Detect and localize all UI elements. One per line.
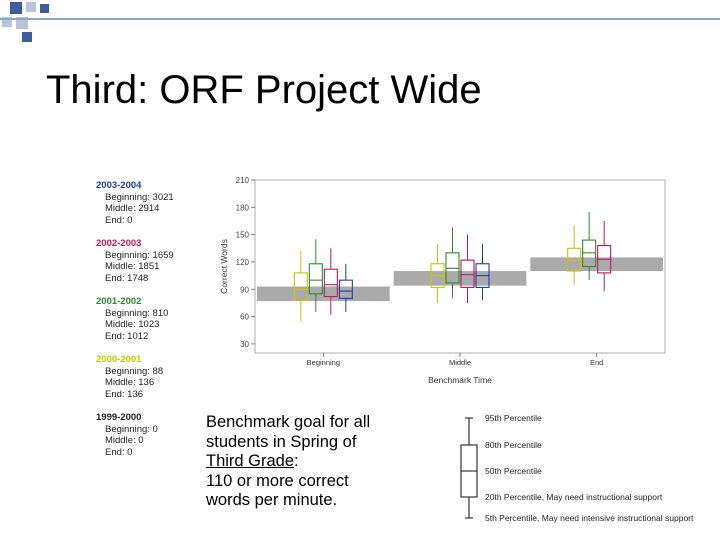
- box-mark: [460, 234, 475, 303]
- legend-count: Beginning: 88: [105, 365, 164, 377]
- box-mark: [323, 248, 338, 315]
- benchmark-line: 110 or more correct: [206, 471, 349, 490]
- title-rule: [0, 18, 720, 20]
- slide-title: Third: ORF Project Wide: [46, 68, 482, 112]
- box-iqr: [293, 272, 308, 301]
- box-mark: [475, 243, 490, 301]
- deco-square: [40, 4, 49, 13]
- benchmark-colon: :: [294, 452, 299, 470]
- legend-year: 2000-2001: [96, 354, 142, 365]
- boxplot-chart: 30 60 90 120 150 180 210 Correct Words Beginning…: [219, 176, 666, 385]
- x-tick-label: Beginning: [307, 358, 340, 367]
- x-tick-label: Middle: [449, 358, 471, 367]
- box-iqr: [338, 279, 353, 299]
- year-legend: 2003-2004 Beginning: 3021 Middle: 2914 End:…: [96, 180, 212, 470]
- box-mark: [308, 239, 323, 313]
- legend-group: 2001-2002 Beginning: 810 Middle: 1023 End: …: [96, 296, 212, 342]
- box-iqr: [323, 268, 338, 298]
- box-iqr: [308, 263, 323, 295]
- deco-square: [22, 32, 32, 42]
- legend-count: Beginning: 1659: [105, 249, 174, 261]
- legend-count: Beginning: 3021: [105, 191, 174, 203]
- benchmark-line: words per minute.: [206, 491, 338, 509]
- benchmark-note: Benchmark goal for all students in Sprin…: [206, 413, 370, 511]
- benchmark-band: [257, 286, 390, 302]
- legend-count: Beginning: 0: [105, 423, 158, 435]
- x-tick-label: End: [590, 358, 603, 367]
- deco-square: [10, 2, 22, 14]
- key-label: 80th Percentile: [485, 440, 542, 450]
- legend-count: Middle: 2914: [105, 203, 160, 214]
- benchmark-line: students in Spring of: [206, 432, 357, 451]
- key-label: 95th Percentile: [485, 413, 542, 423]
- decorative-squares: [0, 0, 60, 50]
- box-iqr: [460, 259, 475, 288]
- box-mark: [567, 225, 582, 285]
- legend-count: End: 0: [105, 446, 133, 458]
- legend-group: 2002-2003 Beginning: 1659 Middle: 1851 End:…: [96, 238, 212, 284]
- legend-count: Middle: 0: [105, 435, 144, 446]
- key-label: 20th Percentile, May need instructional …: [485, 492, 663, 502]
- legend-count: End: 1748: [105, 272, 149, 284]
- y-tick-label: 150: [236, 231, 250, 240]
- legend-count: End: 136: [105, 388, 144, 400]
- box-mark: [430, 243, 445, 303]
- benchmark-band: [530, 257, 663, 272]
- deco-square: [16, 17, 28, 29]
- box-mark: [445, 227, 460, 299]
- y-tick-label: 90: [240, 285, 249, 294]
- box-mark: [597, 220, 612, 292]
- percentile-key: 95th Percentile 80th Percentile 50th Perce…: [460, 413, 694, 523]
- deco-square: [2, 17, 12, 27]
- legend-count: End: 1012: [105, 330, 149, 342]
- box-mark: [338, 263, 353, 313]
- legend-count: End: 0: [105, 214, 133, 226]
- y-tick-label: 30: [240, 340, 249, 349]
- y-axis-label: Correct Words: [219, 239, 229, 294]
- benchmark-line: Benchmark goal for all: [206, 413, 371, 431]
- y-tick-label: 180: [236, 203, 250, 212]
- legend-year: 2003-2004: [96, 180, 142, 191]
- key-label: 5th Percentile, May need intensive instr…: [485, 513, 694, 523]
- y-tick-label: 60: [240, 313, 249, 322]
- legend-year: 1999-2000: [96, 412, 142, 423]
- legend-count: Beginning: 810: [105, 307, 169, 319]
- benchmark-grade: Third Grade: [206, 452, 295, 470]
- box-mark: [293, 251, 308, 322]
- x-axis-label: Benchmark Time: [428, 375, 492, 385]
- y-tick-label: 210: [236, 176, 250, 185]
- legend-year: 2001-2002: [96, 296, 142, 307]
- benchmark-band: [393, 271, 527, 286]
- benchmark-line: Third Grade:: [206, 452, 370, 472]
- key-label: 50th Percentile: [485, 466, 542, 476]
- legend-group: 2003-2004 Beginning: 3021 Middle: 2914 End:…: [96, 180, 212, 226]
- y-tick-label: 120: [236, 258, 250, 267]
- legend-group: 2000-2001 Beginning: 88 Middle: 136 End: 13…: [96, 354, 212, 400]
- legend-count: Middle: 1023: [105, 319, 160, 330]
- legend-count: Middle: 136: [105, 377, 155, 388]
- legend-count: Middle: 1851: [105, 261, 160, 272]
- legend-group: 1999-2000 Beginning: 0 Middle: 0 End: 0: [96, 412, 212, 458]
- legend-year: 2002-2003: [96, 238, 142, 249]
- box-mark: [582, 211, 597, 281]
- deco-square: [26, 2, 36, 12]
